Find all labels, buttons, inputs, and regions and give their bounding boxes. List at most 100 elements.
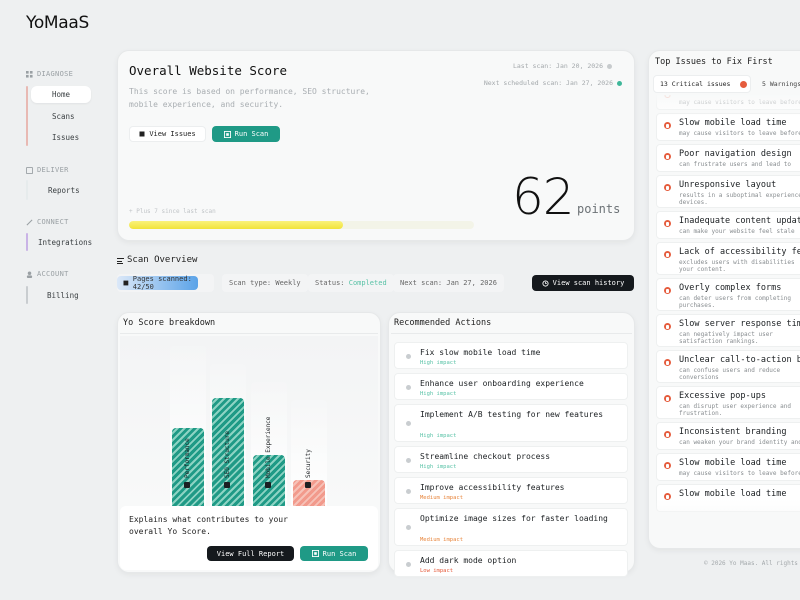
next-scan-text: Next scheduled scan: Jan 27, 2026 (483, 79, 613, 87)
action-item[interactable]: Fix slow mobile load time High impact (394, 342, 628, 369)
action-impact: High impact (420, 391, 457, 397)
view-scan-history-label: View scan history (552, 279, 625, 287)
issue-item[interactable]: Excessive pop-ups can disrupt user exper… (656, 386, 800, 419)
alert-icon (664, 153, 671, 160)
score-progress-bar (129, 221, 474, 229)
sidebar-item-integrations[interactable]: Integrations (38, 238, 93, 247)
sidebar-group-label: CONNECT (37, 218, 69, 226)
run-scan-button-secondary[interactable]: Run Scan (300, 546, 368, 561)
sidebar-item-reports[interactable]: Reports (48, 186, 80, 195)
action-item[interactable]: Enhance user onboarding experience High … (394, 373, 628, 400)
issue-title: Slow mobile load time (679, 118, 787, 128)
sidebar-group-label: DELIVER (37, 166, 69, 174)
action-item[interactable]: Improve accessibility features Medium im… (394, 477, 628, 504)
issue-item[interactable]: Unresponsive layout results in a subopti… (656, 175, 800, 208)
action-impact: Medium impact (420, 495, 464, 501)
issues-list-viewport[interactable]: Slow mobile load time may cause visitors… (650, 95, 800, 525)
alert-icon (664, 493, 671, 500)
sidebar-item-scans[interactable]: Scans (52, 112, 75, 121)
issue-title: Slow server response time (679, 319, 800, 329)
issue-title: Excessive pop-ups (679, 391, 766, 401)
score-card-title: Overall Website Score (129, 63, 288, 78)
alert-icon (664, 251, 671, 258)
score-bar[interactable] (172, 428, 204, 506)
sidebar-section-indicator (26, 233, 28, 251)
issue-item[interactable]: Inconsistent branding can weaken your br… (656, 422, 800, 450)
overall-score-card (117, 50, 635, 241)
sidebar-item-issues[interactable]: Issues (52, 133, 80, 142)
alert-icon (664, 395, 671, 402)
score-bar[interactable] (253, 455, 285, 506)
action-title: Add dark mode option (420, 556, 517, 565)
action-title: Implement A/B testing for new features (420, 410, 604, 419)
history-icon (542, 279, 549, 287)
issue-description: may cause visitors to leave before (679, 130, 800, 137)
tab-critical-issues[interactable]: 13 Critical issues (653, 75, 751, 93)
issue-item[interactable]: Unclear call-to-action buttons can confu… (656, 350, 800, 383)
run-scan-button[interactable]: Run Scan (212, 126, 280, 142)
action-item[interactable]: Optimize image sizes for faster loading … (394, 508, 628, 546)
score-delta: + Plus 7 since last scan (129, 208, 216, 215)
action-title: Improve accessibility features (420, 483, 565, 492)
issue-title: Lack of accessibility features (679, 247, 800, 257)
issue-title: Unclear call-to-action buttons (679, 355, 800, 365)
close-icon[interactable] (740, 80, 748, 88)
sidebar-section-indicator (26, 286, 28, 304)
issue-item[interactable]: Poor navigation design can frustrate use… (656, 144, 800, 172)
issue-description: can weaken your brand identity and (679, 439, 800, 446)
last-scan-info: Last scan: Jan 20, 2026 (513, 62, 612, 70)
link-icon (26, 219, 33, 225)
view-scan-history-button[interactable]: View scan history (532, 275, 634, 291)
bullet-icon (406, 421, 411, 426)
breakdown-explain: Explains what contributes to your overal… (129, 515, 288, 536)
scan-overview-title: Scan Overview (127, 255, 198, 265)
sidebar-item-billing[interactable]: Billing (47, 291, 79, 300)
action-impact: High impact (420, 433, 457, 439)
bullet-icon (406, 384, 411, 390)
status-dot-icon (607, 63, 612, 69)
view-full-report-button[interactable]: View Full Report (207, 546, 294, 561)
bar-icon (184, 482, 190, 488)
issue-item[interactable]: Lack of accessibility features excludes … (656, 242, 800, 275)
bar-label: Security (305, 449, 312, 478)
issue-title: Overly complex forms (679, 283, 782, 293)
action-item[interactable]: Add dark mode option Low impact (394, 550, 628, 577)
last-scan-text: Last scan: Jan 20, 2026 (512, 62, 603, 70)
issue-title: Slow mobile load time (679, 458, 787, 468)
sidebar-section-indicator (26, 180, 28, 200)
sidebar-group-label: DIAGNOSE (37, 70, 74, 78)
tab-warnings[interactable]: 5 Warnings (762, 80, 800, 88)
action-title: Fix slow mobile load time (420, 348, 541, 357)
issue-title: Slow mobile load time (679, 489, 787, 499)
issue-title: Inconsistent branding (679, 427, 787, 437)
issue-description: can confuse users and reduce conversions (679, 367, 781, 381)
tab-critical-label: 13 Critical issues (660, 80, 731, 88)
issue-title: Poor navigation design (679, 149, 792, 159)
alert-icon (664, 462, 671, 469)
sidebar-item-home[interactable]: Home (31, 86, 91, 103)
document-icon (139, 131, 145, 137)
action-item[interactable]: Streamline checkout process High impact (394, 446, 628, 473)
sidebar-group-diagnose: DIAGNOSE (26, 70, 73, 78)
status-dot-icon (617, 80, 622, 86)
score-progress-fill (129, 221, 343, 229)
scan-icon (223, 130, 231, 138)
issue-item[interactable]: Slow mobile load time may cause visitors… (656, 113, 800, 141)
score-value: 62 (512, 168, 575, 226)
box-icon (26, 166, 33, 174)
issue-item[interactable]: Slow mobile load time may cause visitors… (656, 453, 800, 481)
score-bar[interactable] (212, 398, 244, 506)
action-title: Enhance user onboarding experience (420, 379, 584, 388)
breakdown-chart-area: Performance SEO Structure Mobile Experienc… (120, 336, 378, 506)
alert-icon (664, 323, 671, 330)
action-item[interactable]: Implement A/B testing for new features H… (394, 404, 628, 442)
view-issues-button[interactable]: View Issues (129, 126, 206, 142)
breakdown-title: Yo Score breakdown (123, 318, 216, 328)
issue-item[interactable]: Slow server response time can negatively… (656, 314, 800, 347)
bar-label: Mobile Experience (265, 416, 272, 478)
issue-description: may cause visitors to leave before (679, 470, 800, 477)
issue-description: can frustrate users and lead to (679, 161, 791, 168)
app-logo[interactable]: YoMaaS (26, 13, 90, 33)
issue-item[interactable]: Inadequate content updates can make your… (656, 211, 800, 239)
issue-item[interactable]: Overly complex forms can deter users fro… (656, 278, 800, 311)
